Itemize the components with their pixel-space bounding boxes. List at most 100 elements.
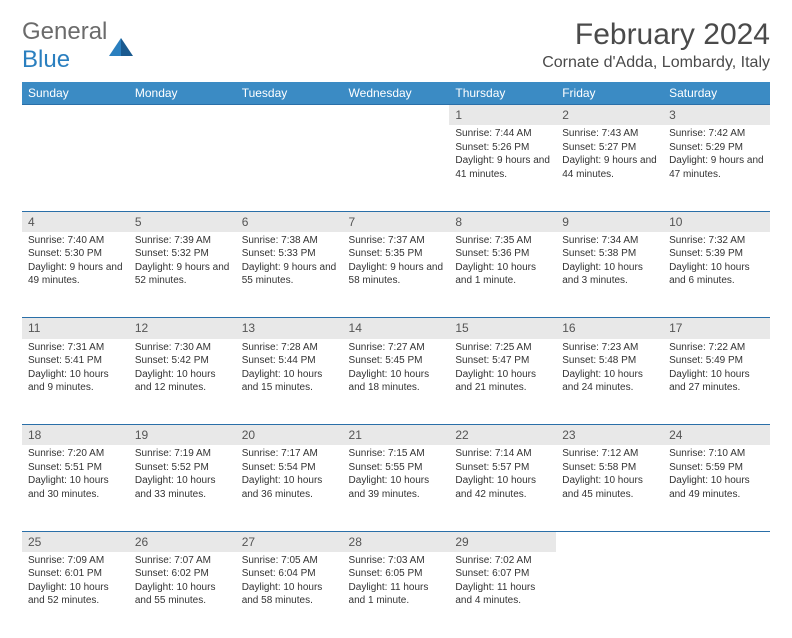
sunset-line: Sunset: 5:33 PM <box>242 247 337 261</box>
sunrise-line: Sunrise: 7:10 AM <box>669 447 764 461</box>
daylight-line: Daylight: 9 hours and 41 minutes. <box>455 154 550 181</box>
sunrise-line: Sunrise: 7:25 AM <box>455 341 550 355</box>
day-number: 22 <box>449 425 556 446</box>
daylight-line: Daylight: 10 hours and 36 minutes. <box>242 474 337 501</box>
day-detail-row: Sunrise: 7:20 AMSunset: 5:51 PMDaylight:… <box>22 445 770 531</box>
sunrise-line: Sunrise: 7:22 AM <box>669 341 764 355</box>
daylight-line: Daylight: 9 hours and 55 minutes. <box>242 261 337 288</box>
daylight-line: Daylight: 11 hours and 1 minute. <box>349 581 444 608</box>
day-number: 7 <box>343 211 450 232</box>
sunset-line: Sunset: 5:48 PM <box>562 354 657 368</box>
sunset-line: Sunset: 5:51 PM <box>28 461 123 475</box>
day-cell-empty <box>556 552 663 638</box>
day-cell: Sunrise: 7:25 AMSunset: 5:47 PMDaylight:… <box>449 339 556 425</box>
sunrise-line: Sunrise: 7:30 AM <box>135 341 230 355</box>
daylight-line: Daylight: 10 hours and 30 minutes. <box>28 474 123 501</box>
day-number-empty <box>129 105 236 126</box>
sunrise-line: Sunrise: 7:27 AM <box>349 341 444 355</box>
sunrise-line: Sunrise: 7:44 AM <box>455 127 550 141</box>
day-cell-empty <box>663 552 770 638</box>
day-cell: Sunrise: 7:28 AMSunset: 5:44 PMDaylight:… <box>236 339 343 425</box>
day-number: 11 <box>22 318 129 339</box>
day-number: 14 <box>343 318 450 339</box>
daylight-line: Daylight: 10 hours and 42 minutes. <box>455 474 550 501</box>
day-number-row: 2526272829 <box>22 531 770 552</box>
sunset-line: Sunset: 5:49 PM <box>669 354 764 368</box>
day-detail-row: Sunrise: 7:09 AMSunset: 6:01 PM Daylight:… <box>22 552 770 638</box>
logo: General Blue <box>22 18 133 74</box>
sunrise-line: Sunrise: 7:35 AM <box>455 234 550 248</box>
day-number: 6 <box>236 211 343 232</box>
logo-word1: General <box>22 18 107 45</box>
sunset-line: Sunset: 5:59 PM <box>669 461 764 475</box>
day-number: 27 <box>236 531 343 552</box>
sunset-line: Sunset: 5:54 PM <box>242 461 337 475</box>
day-number-empty <box>236 105 343 126</box>
day-cell: Sunrise: 7:44 AMSunset: 5:26 PMDaylight:… <box>449 125 556 211</box>
daylight-line: Daylight: 9 hours and 47 minutes. <box>669 154 764 181</box>
daylight-line: Daylight: 10 hours and 49 minutes. <box>669 474 764 501</box>
sunrise-line: Sunrise: 7:20 AM <box>28 447 123 461</box>
day-number: 1 <box>449 105 556 126</box>
day-number: 20 <box>236 425 343 446</box>
day-detail-row: Sunrise: 7:40 AMSunset: 5:30 PMDaylight:… <box>22 232 770 318</box>
day-cell: Sunrise: 7:10 AMSunset: 5:59 PMDaylight:… <box>663 445 770 531</box>
sunset-line: Sunset: 5:45 PM <box>349 354 444 368</box>
day-cell: Sunrise: 7:17 AMSunset: 5:54 PMDaylight:… <box>236 445 343 531</box>
sunset-line: Sunset: 5:27 PM <box>562 141 657 155</box>
sunset-line: Sunset: 5:42 PM <box>135 354 230 368</box>
daylight-line: Daylight: 10 hours and 18 minutes. <box>349 368 444 395</box>
title-block: February 2024 Cornate d'Adda, Lombardy, … <box>542 18 770 72</box>
daylight-line: Daylight: 9 hours and 58 minutes. <box>349 261 444 288</box>
day-number: 21 <box>343 425 450 446</box>
sunrise-line: Sunrise: 7:12 AM <box>562 447 657 461</box>
sunset-line: Sunset: 6:02 PM <box>135 567 230 581</box>
day-number: 8 <box>449 211 556 232</box>
sunrise-line: Sunrise: 7:07 AM <box>135 554 230 568</box>
day-number: 3 <box>663 105 770 126</box>
sunset-line: Sunset: 5:39 PM <box>669 247 764 261</box>
month-title: February 2024 <box>542 18 770 52</box>
sunset-line: Sunset: 5:55 PM <box>349 461 444 475</box>
sunset-line: Sunset: 5:30 PM <box>28 247 123 261</box>
logo-triangle-icon <box>109 36 133 56</box>
sunset-line: Sunset: 5:57 PM <box>455 461 550 475</box>
weekday-header: Tuesday <box>236 82 343 105</box>
sunset-line: Sunset: 5:44 PM <box>242 354 337 368</box>
sunset-line: Sunset: 5:36 PM <box>455 247 550 261</box>
day-number: 12 <box>129 318 236 339</box>
daylight-line: Daylight: 10 hours and 21 minutes. <box>455 368 550 395</box>
day-cell: Sunrise: 7:22 AMSunset: 5:49 PMDaylight:… <box>663 339 770 425</box>
daylight-line: Daylight: 9 hours and 52 minutes. <box>135 261 230 288</box>
day-cell: Sunrise: 7:43 AMSunset: 5:27 PMDaylight:… <box>556 125 663 211</box>
weekday-header-row: SundayMondayTuesdayWednesdayThursdayFrid… <box>22 82 770 105</box>
sunrise-line: Sunrise: 7:09 AM <box>28 554 123 568</box>
day-cell: Sunrise: 7:38 AMSunset: 5:33 PMDaylight:… <box>236 232 343 318</box>
day-number: 26 <box>129 531 236 552</box>
daylight-line: Daylight: 10 hours and 27 minutes. <box>669 368 764 395</box>
logo-text: General Blue <box>22 18 107 74</box>
day-cell-empty <box>129 125 236 211</box>
sunset-line: Sunset: 6:01 PM <box>28 567 123 581</box>
day-cell: Sunrise: 7:31 AMSunset: 5:41 PMDaylight:… <box>22 339 129 425</box>
day-number: 4 <box>22 211 129 232</box>
daylight-line: Daylight: 10 hours and 58 minutes. <box>242 581 337 608</box>
sunrise-line: Sunrise: 7:02 AM <box>455 554 550 568</box>
sunrise-line: Sunrise: 7:03 AM <box>349 554 444 568</box>
day-cell: Sunrise: 7:15 AMSunset: 5:55 PMDaylight:… <box>343 445 450 531</box>
day-number-row: 123 <box>22 105 770 126</box>
sunset-line: Sunset: 5:47 PM <box>455 354 550 368</box>
sunrise-line: Sunrise: 7:39 AM <box>135 234 230 248</box>
day-cell: Sunrise: 7:40 AMSunset: 5:30 PMDaylight:… <box>22 232 129 318</box>
sunrise-line: Sunrise: 7:34 AM <box>562 234 657 248</box>
daylight-line: Daylight: 10 hours and 45 minutes. <box>562 474 657 501</box>
day-cell: Sunrise: 7:20 AMSunset: 5:51 PMDaylight:… <box>22 445 129 531</box>
daylight-line: Daylight: 10 hours and 15 minutes. <box>242 368 337 395</box>
daylight-line: Daylight: 11 hours and 4 minutes. <box>455 581 550 608</box>
weekday-header: Monday <box>129 82 236 105</box>
day-cell: Sunrise: 7:09 AMSunset: 6:01 PMDaylight:… <box>22 552 129 638</box>
sunrise-line: Sunrise: 7:19 AM <box>135 447 230 461</box>
daylight-line: Daylight: 10 hours and 1 minute. <box>455 261 550 288</box>
day-cell-empty <box>236 125 343 211</box>
day-cell-empty <box>22 125 129 211</box>
